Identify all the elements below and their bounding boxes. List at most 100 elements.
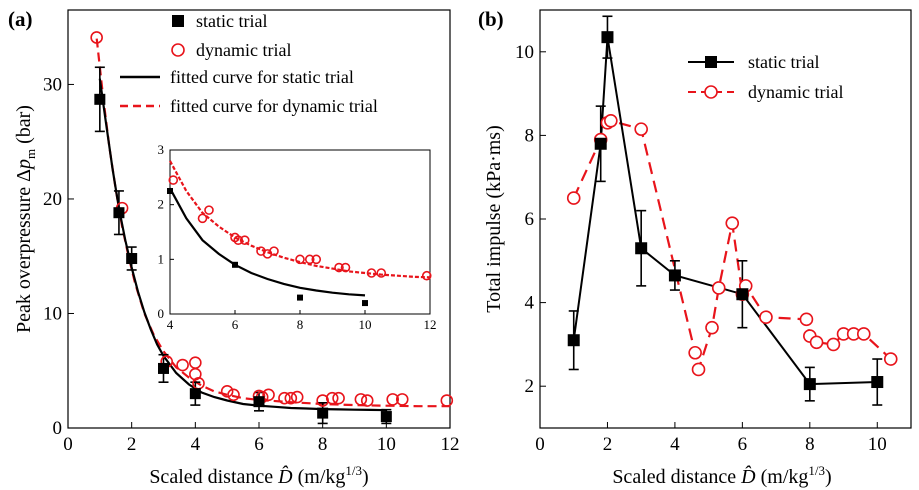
static-point — [94, 93, 106, 105]
inset-dynamic-point — [197, 213, 208, 224]
panel-a-y-axis-label: Peak overpressure Δpm (bar) — [13, 105, 38, 333]
dynamic-point — [440, 394, 454, 407]
legend-marker-dynamic-a — [171, 43, 185, 57]
panel-b-ytick-label: 10 — [515, 42, 534, 63]
legend-label-fit-static: fitted curve for static trial — [170, 67, 354, 87]
panel-b-xtick-label: 8 — [805, 434, 815, 455]
static-point — [126, 253, 138, 265]
legend-label-static-a: static trial — [196, 11, 267, 31]
static-point — [253, 396, 265, 408]
inset-dynamic-point — [269, 246, 279, 256]
panel-b-ytick-label: 6 — [525, 209, 535, 230]
inset-dynamic-point — [421, 270, 432, 281]
inset-curves — [169, 160, 431, 297]
panel-a-legend: static trial dynamic trial fitted curve … — [120, 11, 378, 116]
panel-b: (b) 0 2 4 6 8 10 2 4 6 8 10 Total impulse (kPa·ms… — [478, 7, 912, 488]
inset-xtick-label: 8 — [297, 317, 304, 332]
dynamic-point — [711, 281, 726, 295]
panel-b-yticks: 2 4 6 8 10 — [515, 42, 546, 397]
panel-b-xtick-label: 10 — [868, 434, 887, 455]
inset-dynamic-point — [334, 262, 344, 273]
dynamic-point — [826, 337, 841, 352]
static-point — [113, 207, 125, 219]
panel-a-ytick-label: 10 — [43, 303, 62, 324]
panel-b-x-axis-label: Scaled distance D̂ (m/kg1/3) — [612, 463, 831, 488]
static-point — [158, 362, 169, 374]
inset-static-point — [232, 261, 238, 268]
inset-dynamic-point — [239, 235, 250, 245]
inset-dynamic-point — [376, 268, 387, 278]
inset-ytick-label: 2 — [158, 197, 165, 212]
legend-label-static-b: static trial — [748, 52, 819, 72]
legend-marker-dynamic-b — [704, 85, 718, 99]
static-point — [635, 242, 648, 255]
inset-xtick-label: 12 — [424, 317, 437, 332]
panel-a-xtick-label: 4 — [191, 434, 201, 455]
panel-b-markers — [566, 31, 898, 391]
legend-label-dynamic-a: dynamic trial — [196, 40, 291, 60]
panel-a-xticks: 0 2 4 6 8 10 12 — [63, 422, 460, 455]
dynamic-point — [284, 391, 298, 405]
static-point — [803, 378, 816, 391]
inset-ytick-label: 3 — [158, 142, 165, 157]
dynamic-point — [386, 393, 400, 406]
panel-a-markers — [90, 31, 454, 423]
panel-a-label: (a) — [8, 7, 33, 31]
dynamic-point — [809, 335, 824, 350]
inset-static-point — [362, 300, 368, 307]
dynamic-point — [856, 327, 871, 341]
static-point — [668, 269, 681, 282]
panel-a-xtick-label: 8 — [318, 434, 328, 455]
dynamic-point — [325, 391, 339, 405]
inset-dynamic-point — [366, 268, 377, 278]
panel-a-yticks: 0 10 20 30 — [43, 74, 74, 439]
inset-xtick-label: 4 — [167, 317, 174, 332]
panel-b-xtick-label: 0 — [535, 434, 545, 455]
inset-dynamic-point — [204, 205, 214, 215]
inset-fit-curve-static — [169, 187, 366, 297]
dynamic-point — [883, 352, 898, 366]
inset-xtick-label: 10 — [359, 317, 372, 332]
legend-label-fit-dynamic: fitted curve for dynamic trial — [170, 96, 378, 116]
panel-b-ytick-label: 4 — [525, 293, 535, 314]
dynamic-point — [90, 31, 103, 44]
static-point — [380, 411, 392, 423]
panel-b-ytick-label: 8 — [525, 125, 535, 146]
inset-ytick-label: 1 — [158, 251, 165, 266]
panel-b-y-axis-label: Total impulse (kPa·ms) — [483, 125, 505, 312]
dynamic-point — [332, 391, 345, 405]
panel-b-plot-frame — [539, 9, 912, 429]
inset-static-point — [167, 188, 173, 194]
static-point — [317, 407, 329, 419]
static-point — [871, 376, 884, 389]
legend-marker-static-b — [705, 56, 717, 68]
panel-b-xtick-label: 4 — [670, 434, 680, 455]
panel-a-xtick-label: 6 — [254, 434, 264, 455]
panel-b-ytick-label: 2 — [525, 376, 535, 397]
inset-xticks: 4 6 8 10 12 — [167, 310, 437, 332]
inset-plot-frame — [169, 149, 431, 315]
dynamic-point — [220, 385, 234, 398]
dynamic-point — [705, 320, 719, 335]
dynamic-point — [691, 362, 706, 377]
panel-b-xticks: 0 2 4 6 8 10 — [535, 422, 887, 455]
inset-ytick-label: 0 — [158, 306, 165, 321]
dynamic-point — [759, 310, 773, 325]
dynamic-point — [634, 122, 648, 136]
panel-a-ytick-label: 20 — [43, 189, 62, 210]
static-point — [567, 334, 580, 347]
inset-dynamic-point — [311, 254, 322, 265]
inset-dynamic-point — [304, 254, 315, 265]
legend-label-dynamic-b: dynamic trial — [748, 82, 843, 102]
inset-dynamic-point — [340, 262, 351, 273]
static-point — [736, 288, 749, 301]
panel-b-legend: static trial dynamic trial — [688, 52, 843, 102]
panel-a-xtick-label: 2 — [127, 434, 137, 455]
dynamic-point — [604, 113, 618, 128]
inset-xtick-label: 6 — [232, 317, 239, 332]
inset-dynamic-point — [168, 175, 179, 185]
static-point — [601, 31, 614, 44]
dynamic-point — [395, 393, 409, 406]
